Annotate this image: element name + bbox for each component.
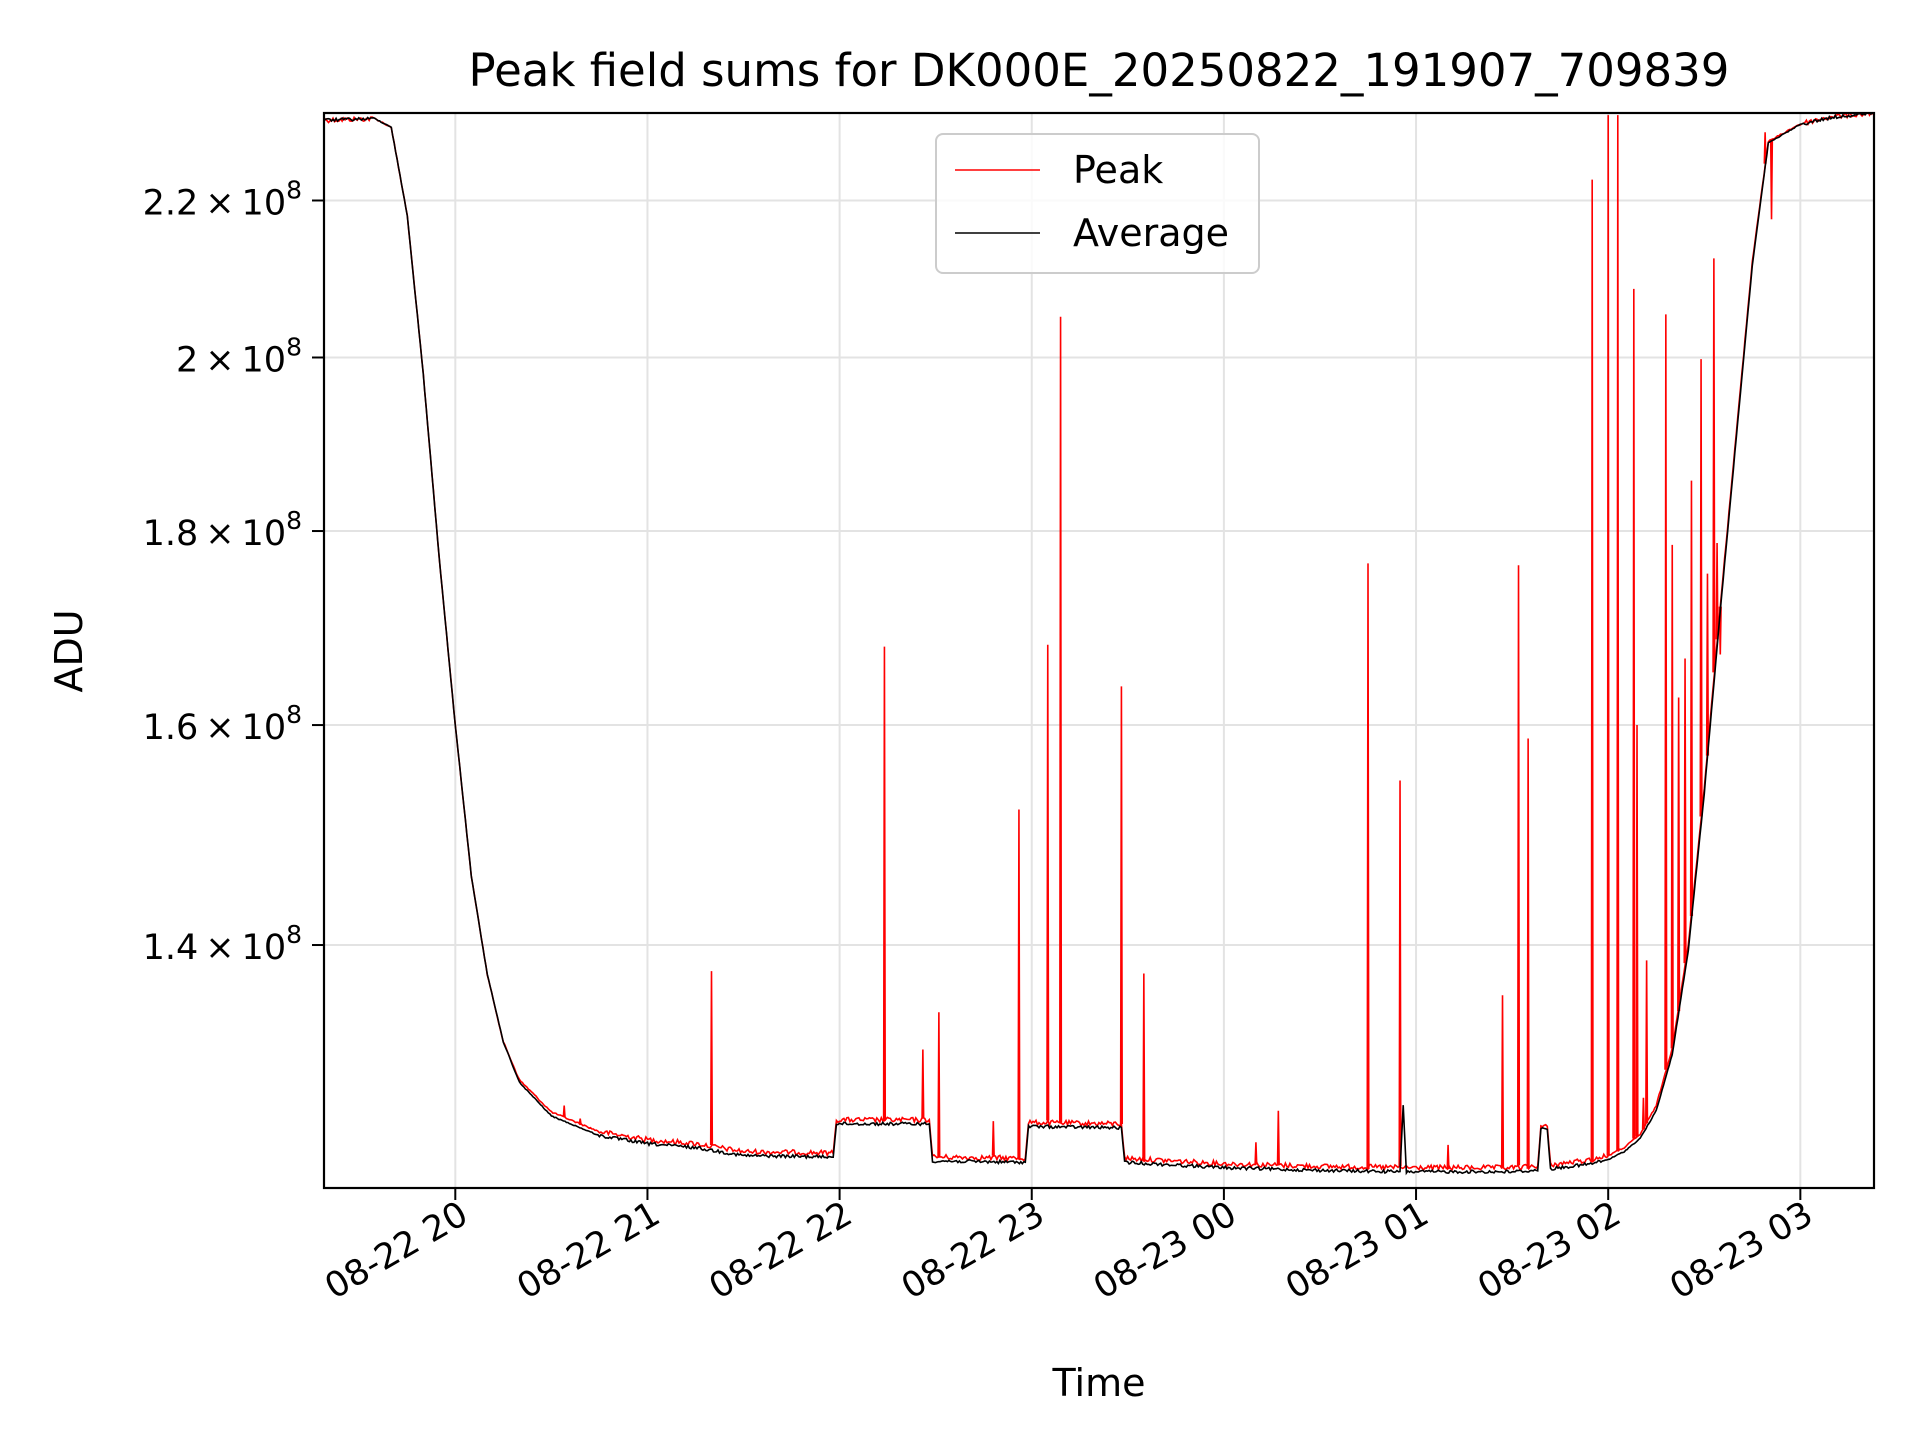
series-average-group bbox=[324, 113, 1874, 1176]
peak-spike-32 bbox=[1699, 359, 1703, 817]
legend-average-label: Average bbox=[1073, 211, 1229, 255]
chart-title: Peak field sums for DK000E_20250822_1919… bbox=[469, 44, 1730, 97]
y-tick-label-4: 2.2 × 108 bbox=[143, 175, 302, 223]
peak-spike-30 bbox=[1683, 658, 1687, 964]
peak-spike-19 bbox=[1526, 738, 1530, 1169]
y-tick-label-2: 1.8 × 108 bbox=[143, 506, 302, 554]
peak-spike-34 bbox=[1712, 258, 1716, 673]
peak-spike-27 bbox=[1664, 314, 1668, 1070]
peak-spike-35 bbox=[1715, 542, 1719, 640]
peak-spike-10 bbox=[1119, 686, 1124, 1125]
peak-spike-0 bbox=[562, 1105, 566, 1118]
x-axis-label: Time bbox=[1052, 1361, 1146, 1405]
peak-spike-5 bbox=[937, 1012, 941, 1157]
y-tick-label-3: 2 × 108 bbox=[176, 332, 302, 380]
y-tick-label-0: 1.4 × 108 bbox=[143, 920, 302, 968]
peak-spike-28 bbox=[1670, 544, 1674, 1049]
peak-spike-17 bbox=[1500, 995, 1505, 1168]
plot-frame bbox=[322, 111, 1876, 1190]
peak-spike-2 bbox=[709, 971, 714, 1145]
peak-spike-22 bbox=[1616, 115, 1620, 1151]
y-tick-label-1: 1.6 × 108 bbox=[143, 700, 302, 748]
y-axis-label: ADU bbox=[47, 609, 91, 692]
series-average-line bbox=[324, 113, 1874, 1176]
y-axis-ticks: 1.4 × 108 1.6 × 108 1.8 × 108 2 × 108 2.2 × … bbox=[143, 175, 324, 968]
peak-spike-8 bbox=[1046, 644, 1050, 1121]
peak-spike-33 bbox=[1705, 573, 1710, 756]
legend-box bbox=[935, 133, 1260, 274]
peak-spike-12 bbox=[1254, 1142, 1258, 1165]
peak-spike-23 bbox=[1632, 288, 1636, 1139]
peak-spike-1 bbox=[578, 1118, 582, 1125]
peak-spike-24 bbox=[1635, 725, 1639, 1137]
peak-spike-18 bbox=[1516, 565, 1521, 1166]
peak-spike-14 bbox=[1366, 563, 1370, 1169]
peak-spike-11 bbox=[1142, 973, 1146, 1162]
peak-spike-15 bbox=[1398, 780, 1402, 1167]
legend: Peak Average bbox=[935, 133, 1260, 274]
peak-spike-31 bbox=[1689, 480, 1694, 916]
peak-spike-25 bbox=[1641, 1097, 1646, 1130]
peak-spike-38 bbox=[1769, 139, 1774, 220]
peak-spike-13 bbox=[1276, 1110, 1280, 1165]
grid bbox=[324, 113, 1874, 1188]
peak-spike-6 bbox=[991, 1121, 995, 1156]
peak-spike-26 bbox=[1645, 960, 1649, 1124]
peak-spike-20 bbox=[1590, 179, 1594, 1162]
peak-spike-4 bbox=[921, 1049, 925, 1118]
peak-spike-9 bbox=[1058, 316, 1063, 1123]
peak-spike-37 bbox=[1763, 132, 1767, 164]
peak-spike-7 bbox=[1017, 809, 1021, 1160]
legend-peak-label: Peak bbox=[1073, 148, 1163, 192]
peak-spike-29 bbox=[1677, 697, 1681, 1012]
peak-spike-3 bbox=[882, 646, 887, 1121]
peak-spike-21 bbox=[1606, 115, 1610, 1156]
series-peak-group bbox=[324, 113, 1874, 1173]
peak-spike-16 bbox=[1446, 1144, 1450, 1170]
